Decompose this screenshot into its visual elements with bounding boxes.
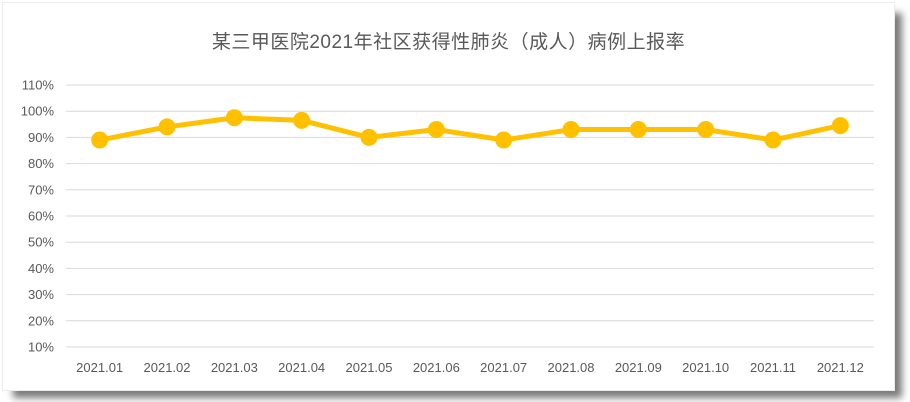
- y-axis-tick-label: 60%: [28, 209, 54, 224]
- data-point-marker: [764, 131, 782, 149]
- y-axis-tick-label: 40%: [28, 261, 54, 276]
- data-point-marker: [225, 109, 243, 127]
- x-axis-tick-label: 2021.07: [480, 360, 527, 375]
- y-axis-tick-label: 50%: [28, 235, 54, 250]
- x-axis-tick-label: 2021.02: [144, 360, 191, 375]
- x-axis-tick-label: 2021.09: [615, 360, 662, 375]
- data-point-marker: [495, 131, 513, 149]
- y-axis-tick-label: 100%: [21, 104, 55, 119]
- series-line: [97, 115, 843, 143]
- x-axis-tick-label: 2021.05: [346, 360, 393, 375]
- data-point-marker: [629, 121, 647, 139]
- data-point-marker: [91, 131, 109, 149]
- x-axis-tick-label: 2021.12: [817, 360, 864, 375]
- y-axis-tick-label: 90%: [28, 130, 54, 145]
- x-axis-tick-label: 2021.10: [682, 360, 729, 375]
- data-point-marker: [427, 121, 445, 139]
- data-point-marker: [293, 111, 311, 129]
- data-point-marker: [360, 128, 378, 146]
- x-axis-tick-label: 2021.08: [548, 360, 595, 375]
- y-axis-tick-label: 20%: [28, 313, 54, 328]
- y-axis-tick-label: 30%: [28, 287, 54, 302]
- x-axis-tick-label: 2021.06: [413, 360, 460, 375]
- data-point-marker: [697, 121, 715, 139]
- y-axis-tick-label: 110%: [22, 78, 55, 93]
- data-point-marker: [562, 121, 580, 139]
- y-axis-tick-label: 10%: [28, 340, 54, 355]
- y-axis-tick-label: 80%: [28, 156, 54, 171]
- chart-card: 某三甲医院2021年社区获得性肺炎（成人）病例上报率: [2, 2, 895, 391]
- chart-title: 某三甲医院2021年社区获得性肺炎（成人）病例上报率: [211, 32, 686, 53]
- x-axis-tick-label: 2021.03: [211, 360, 258, 375]
- x-axis-tick-label: 2021.01: [76, 360, 123, 375]
- x-axis-tick-label: 2021.04: [278, 360, 325, 375]
- x-axis-tick-label: 2021.11: [750, 360, 796, 375]
- data-point-marker: [158, 118, 176, 136]
- data-point-marker: [831, 117, 849, 135]
- y-axis-tick-label: 70%: [28, 182, 54, 197]
